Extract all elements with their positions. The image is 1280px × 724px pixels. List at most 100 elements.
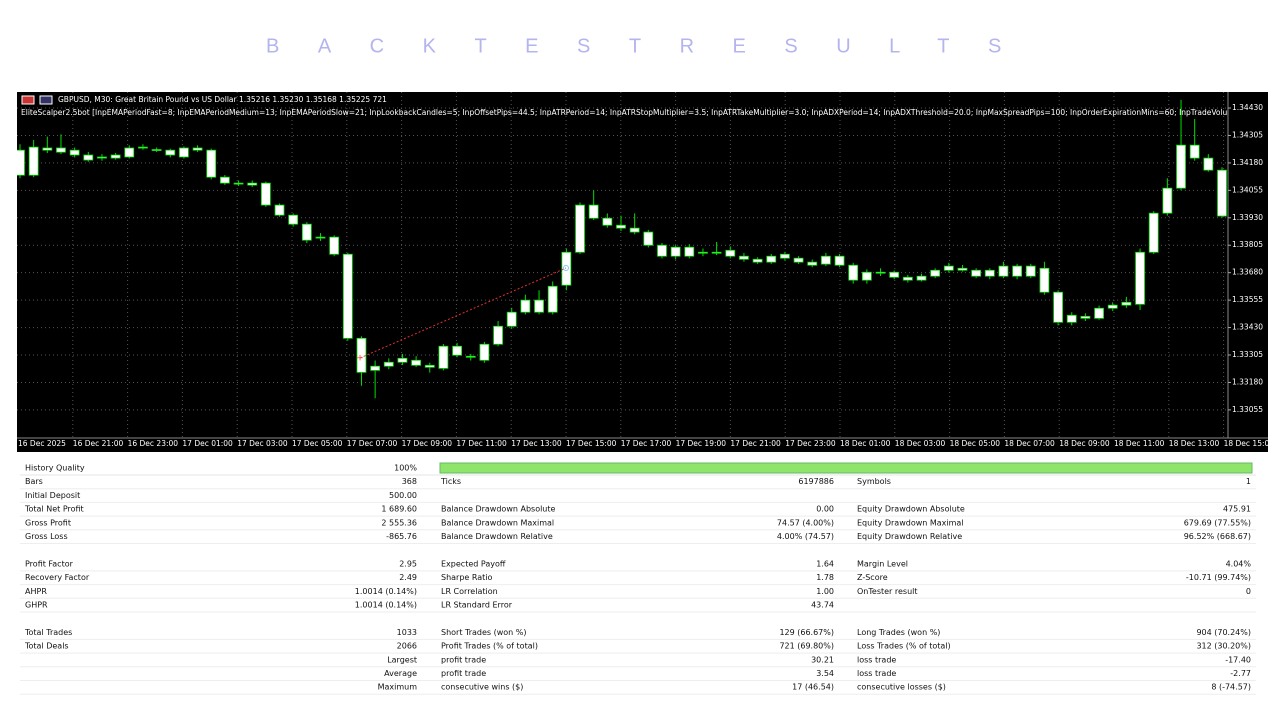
stat-cell: LR Correlation [441, 587, 498, 596]
stat-cell: Expected Payoff [441, 559, 506, 568]
x-tick-label: 18 Dec 09:00 [1059, 439, 1110, 448]
stat-cell: LR Standard Error [441, 601, 513, 610]
stat-cell: 312 (30.20%) [1196, 642, 1251, 651]
stat-cell: Equity Drawdown Maximal [857, 518, 964, 527]
stat-cell: 2 555.36 [381, 518, 417, 527]
ea-params: EliteScalper2.5bot [InpEMAPeriodFast=8; … [21, 108, 1260, 117]
x-tick-label: 18 Dec 07:00 [1004, 439, 1055, 448]
flag-icon [21, 95, 35, 105]
stat-cell: 1.64 [816, 559, 834, 568]
stat-cell: Loss Trades (% of total) [857, 642, 951, 651]
stat-cell: -865.76 [386, 532, 417, 541]
candle-body [1203, 157, 1214, 171]
stat-cell: Largest [387, 655, 417, 664]
candle-body [861, 271, 872, 281]
stat-cell: 4.00% (74.57) [777, 532, 834, 541]
candle-body [370, 365, 381, 371]
stat-cell: 100% [394, 464, 417, 473]
x-tick-label: 17 Dec 05:00 [292, 439, 343, 448]
candle-body [971, 269, 982, 277]
x-tick-label: 17 Dec 11:00 [456, 439, 507, 448]
candle-body [233, 182, 244, 185]
candle-body [1094, 307, 1104, 319]
candle-body [657, 244, 667, 257]
x-tick-label: 17 Dec 21:00 [730, 439, 781, 448]
candle-body [902, 276, 913, 281]
trade-exit [563, 265, 569, 271]
candle-body [219, 176, 230, 184]
x-tick-label: 17 Dec 01:00 [182, 439, 233, 448]
stat-cell: 1.0014 (0.14%) [355, 587, 417, 596]
candle-body [793, 257, 804, 263]
y-tick-label: 1.34305 [1232, 130, 1263, 139]
candle-body [97, 156, 107, 159]
candle-body [520, 299, 531, 313]
candle-body [670, 246, 681, 257]
y-tick-label: 1.33805 [1232, 240, 1263, 249]
candle-body [889, 271, 900, 278]
x-tick-label: 17 Dec 07:00 [347, 439, 398, 448]
candle-body [739, 255, 749, 260]
candle-body [943, 265, 954, 271]
stat-cell: Symbols [857, 477, 891, 486]
candle-body [1066, 314, 1077, 323]
y-tick-label: 1.33305 [1232, 350, 1263, 359]
candle-body [438, 345, 449, 369]
page-title: BACKTESTRESULTS [266, 35, 1040, 57]
candle-body [42, 147, 53, 151]
candle-body [424, 364, 435, 368]
stat-cell: 6197886 [798, 477, 834, 486]
candle-body [848, 264, 859, 281]
stat-cell: Bars [25, 477, 43, 486]
candle-body [807, 261, 818, 266]
candle-body [301, 223, 312, 241]
stat-cell: 1.00 [816, 587, 834, 596]
candle-body [247, 182, 258, 186]
stat-cell: Ticks [440, 477, 461, 486]
stat-cell: 904 (70.24%) [1196, 628, 1251, 637]
stat-cell: -10.71 (99.74%) [1186, 573, 1251, 582]
candle-body [752, 258, 763, 263]
stat-cell: Short Trades (won %) [441, 628, 527, 637]
candle-body [493, 325, 503, 345]
stat-cell: 2.95 [399, 559, 417, 568]
candle-body [329, 236, 340, 255]
candle-body [957, 267, 968, 271]
stat-cell: 0 [1246, 587, 1251, 596]
candle-body [383, 361, 394, 367]
stat-cell: consecutive losses ($) [857, 683, 946, 692]
y-tick-label: 1.33680 [1232, 268, 1263, 277]
candle-body [288, 214, 299, 225]
stat-cell: AHPR [25, 587, 47, 596]
stat-cell: 721 (69.80%) [779, 642, 834, 651]
candle-body [260, 182, 271, 206]
candle-body [124, 147, 135, 158]
stat-cell: 30.21 [811, 655, 834, 664]
stat-cell: 96.52% (668.67) [1184, 532, 1251, 541]
candle-body [834, 255, 845, 266]
stat-cell: 1.0014 (0.14%) [355, 601, 417, 610]
stat-cell: Maximum [378, 683, 418, 692]
stat-cell: OnTester result [857, 587, 918, 596]
y-tick-label: 1.34430 [1232, 103, 1263, 112]
candle-body [69, 149, 80, 156]
stat-cell: 4.04% [1226, 559, 1252, 568]
trade-line [359, 267, 567, 359]
x-tick-label: 17 Dec 13:00 [511, 439, 562, 448]
stat-cell: loss trade [857, 655, 896, 664]
stat-cell: 368 [402, 477, 417, 486]
candle-body [998, 265, 1009, 277]
candle-body [984, 269, 995, 277]
candle-body [780, 253, 790, 259]
candle-body [684, 246, 695, 257]
candle-body [479, 343, 490, 361]
stat-cell: 679.69 (77.55%) [1184, 518, 1251, 527]
stat-cell: Margin Level [857, 559, 908, 568]
y-tick-label: 1.33555 [1232, 295, 1263, 304]
stat-cell: Balance Drawdown Relative [441, 532, 553, 541]
candle-body [206, 149, 217, 178]
stat-cell: Total Deals [24, 642, 69, 651]
candle-body [725, 249, 736, 257]
x-tick-label: 18 Dec 15:00 [1224, 439, 1275, 448]
stat-cell: Initial Deposit [25, 491, 80, 500]
